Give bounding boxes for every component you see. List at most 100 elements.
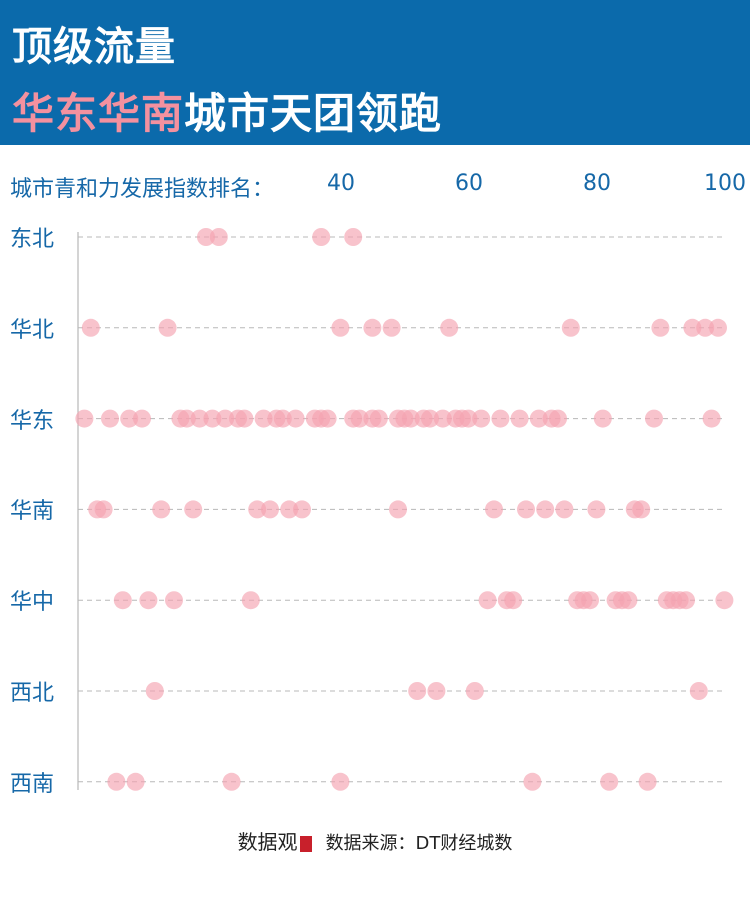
data-point: [203, 409, 222, 428]
data-point: [152, 500, 171, 519]
data-point: [485, 500, 503, 519]
data-point: [651, 318, 670, 337]
logo: 数据观: [238, 826, 312, 855]
data-point: [75, 409, 94, 428]
data-point: [581, 591, 599, 610]
data-point: [715, 591, 734, 610]
data-point: [677, 591, 695, 610]
data-point: [696, 318, 715, 337]
x-tick-label: 80: [583, 171, 611, 196]
data-point: [389, 500, 407, 519]
data-point: [689, 682, 708, 700]
data-point: [241, 591, 260, 610]
data-point: [350, 409, 369, 428]
footer: 数据观 数据来源：DT财经城数: [0, 826, 750, 855]
data-point: [478, 591, 497, 610]
data-point: [133, 409, 151, 428]
data-point: [139, 591, 158, 610]
row-label: 华北: [10, 317, 55, 343]
header-banner: 顶级流量 华东华南城市天团领跑: [0, 0, 750, 145]
title-line-1: 顶级流量: [12, 24, 176, 70]
data-point: [216, 409, 235, 428]
data-point: [312, 228, 331, 246]
data-point: [536, 500, 555, 519]
data-point: [587, 500, 606, 519]
data-point: [318, 409, 337, 428]
data-point: [165, 591, 183, 610]
data-point: [293, 500, 311, 519]
title-rest: 城市天团领跑: [184, 89, 443, 138]
data-point: [190, 409, 209, 428]
row-label: 华中: [10, 590, 55, 616]
row-label: 华东: [10, 408, 55, 434]
data-point: [440, 318, 459, 337]
data-point: [593, 409, 612, 428]
data-point: [113, 591, 132, 610]
data-point: [120, 409, 139, 428]
data-point: [645, 409, 663, 428]
data-point: [517, 500, 535, 519]
data-point: [107, 772, 126, 791]
data-point: [472, 409, 491, 428]
row-label: 华南: [10, 499, 55, 525]
data-point: [465, 682, 484, 700]
data-point: [235, 409, 254, 428]
data-point: [619, 591, 638, 610]
row-label: 东北: [10, 227, 55, 252]
row-label: 西南: [10, 771, 55, 797]
title-line-2: 华东华南城市天团领跑: [12, 80, 442, 141]
data-point: [600, 772, 619, 791]
data-point: [382, 318, 401, 337]
data-point: [369, 409, 388, 428]
data-point: [81, 318, 100, 337]
data-point: [529, 409, 548, 428]
data-point: [632, 500, 651, 519]
data-point: [408, 682, 427, 700]
data-point: [261, 500, 279, 519]
data-point: [401, 409, 420, 428]
data-point: [421, 409, 439, 428]
data-point: [491, 409, 510, 428]
x-tick-label: 40: [327, 171, 355, 196]
data-point: [222, 772, 241, 791]
row-label: 西北: [10, 681, 55, 706]
data-point: [363, 318, 382, 337]
data-point: [433, 409, 452, 428]
data-point: [459, 409, 478, 428]
data-point: [561, 318, 580, 337]
data-point: [702, 409, 721, 428]
data-point: [248, 500, 267, 519]
title-highlight: 华东华南: [12, 89, 185, 138]
logo-text: 数据观: [237, 830, 298, 854]
data-point: [504, 591, 523, 610]
data-point: [331, 772, 350, 791]
data-point: [209, 228, 228, 246]
data-point: [286, 409, 305, 428]
data-point: [344, 228, 363, 246]
data-point: [709, 318, 727, 337]
data-point: [555, 500, 574, 519]
data-point: [510, 409, 529, 428]
x-axis-label: 城市青和力发展指数排名：: [10, 177, 275, 202]
data-point: [197, 228, 215, 246]
data-point: [254, 409, 273, 428]
data-point: [101, 409, 119, 428]
data-point: [427, 682, 446, 700]
data-point: [280, 500, 299, 519]
x-tick-label: 60: [455, 171, 483, 196]
data-point: [158, 318, 177, 337]
logo-badge-icon: [299, 835, 312, 852]
data-point: [177, 409, 196, 428]
data-point: [126, 772, 145, 791]
data-point: [331, 318, 350, 337]
data-point: [638, 772, 657, 791]
data-point: [549, 409, 567, 428]
data-point: [523, 772, 542, 791]
data-point: [273, 409, 292, 428]
data-point: [683, 318, 702, 337]
data-point: [94, 500, 113, 519]
x-tick-label: 100: [704, 171, 746, 196]
data-point: [184, 500, 203, 519]
data-point: [145, 682, 164, 700]
